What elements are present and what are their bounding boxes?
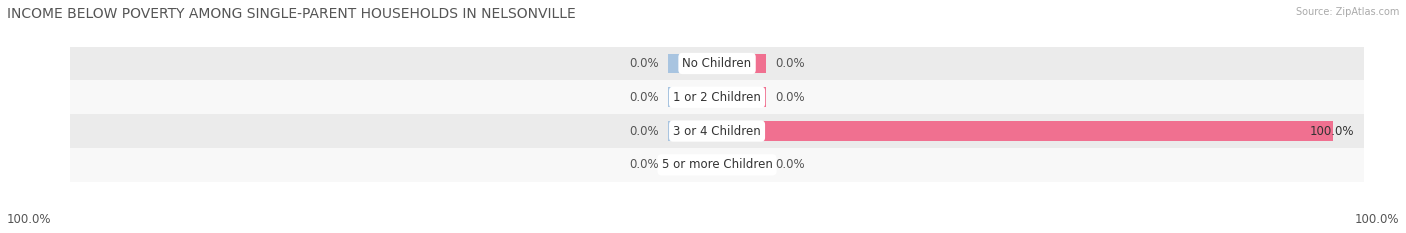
Text: 0.0%: 0.0%: [628, 91, 658, 104]
Text: 100.0%: 100.0%: [1354, 213, 1399, 226]
Bar: [668, 54, 717, 73]
Text: 1 or 2 Children: 1 or 2 Children: [673, 91, 761, 104]
Bar: [70, 47, 1364, 80]
Text: 100.0%: 100.0%: [7, 213, 52, 226]
Text: 0.0%: 0.0%: [776, 158, 806, 171]
Bar: [668, 121, 717, 141]
Bar: [717, 121, 1333, 141]
Bar: [717, 155, 766, 175]
Bar: [717, 54, 766, 73]
Text: No Children: No Children: [682, 57, 752, 70]
Text: 0.0%: 0.0%: [628, 57, 658, 70]
Bar: [70, 114, 1364, 148]
Text: 0.0%: 0.0%: [628, 158, 658, 171]
Bar: [717, 87, 766, 107]
Text: 0.0%: 0.0%: [628, 125, 658, 137]
Bar: [668, 87, 717, 107]
Text: 0.0%: 0.0%: [776, 91, 806, 104]
Bar: [70, 80, 1364, 114]
Text: 5 or more Children: 5 or more Children: [662, 158, 772, 171]
Text: 0.0%: 0.0%: [776, 57, 806, 70]
Text: INCOME BELOW POVERTY AMONG SINGLE-PARENT HOUSEHOLDS IN NELSONVILLE: INCOME BELOW POVERTY AMONG SINGLE-PARENT…: [7, 7, 576, 21]
Text: 3 or 4 Children: 3 or 4 Children: [673, 125, 761, 137]
Text: 100.0%: 100.0%: [1310, 125, 1354, 137]
Bar: [668, 155, 717, 175]
Text: Source: ZipAtlas.com: Source: ZipAtlas.com: [1295, 7, 1399, 17]
Bar: [70, 148, 1364, 182]
